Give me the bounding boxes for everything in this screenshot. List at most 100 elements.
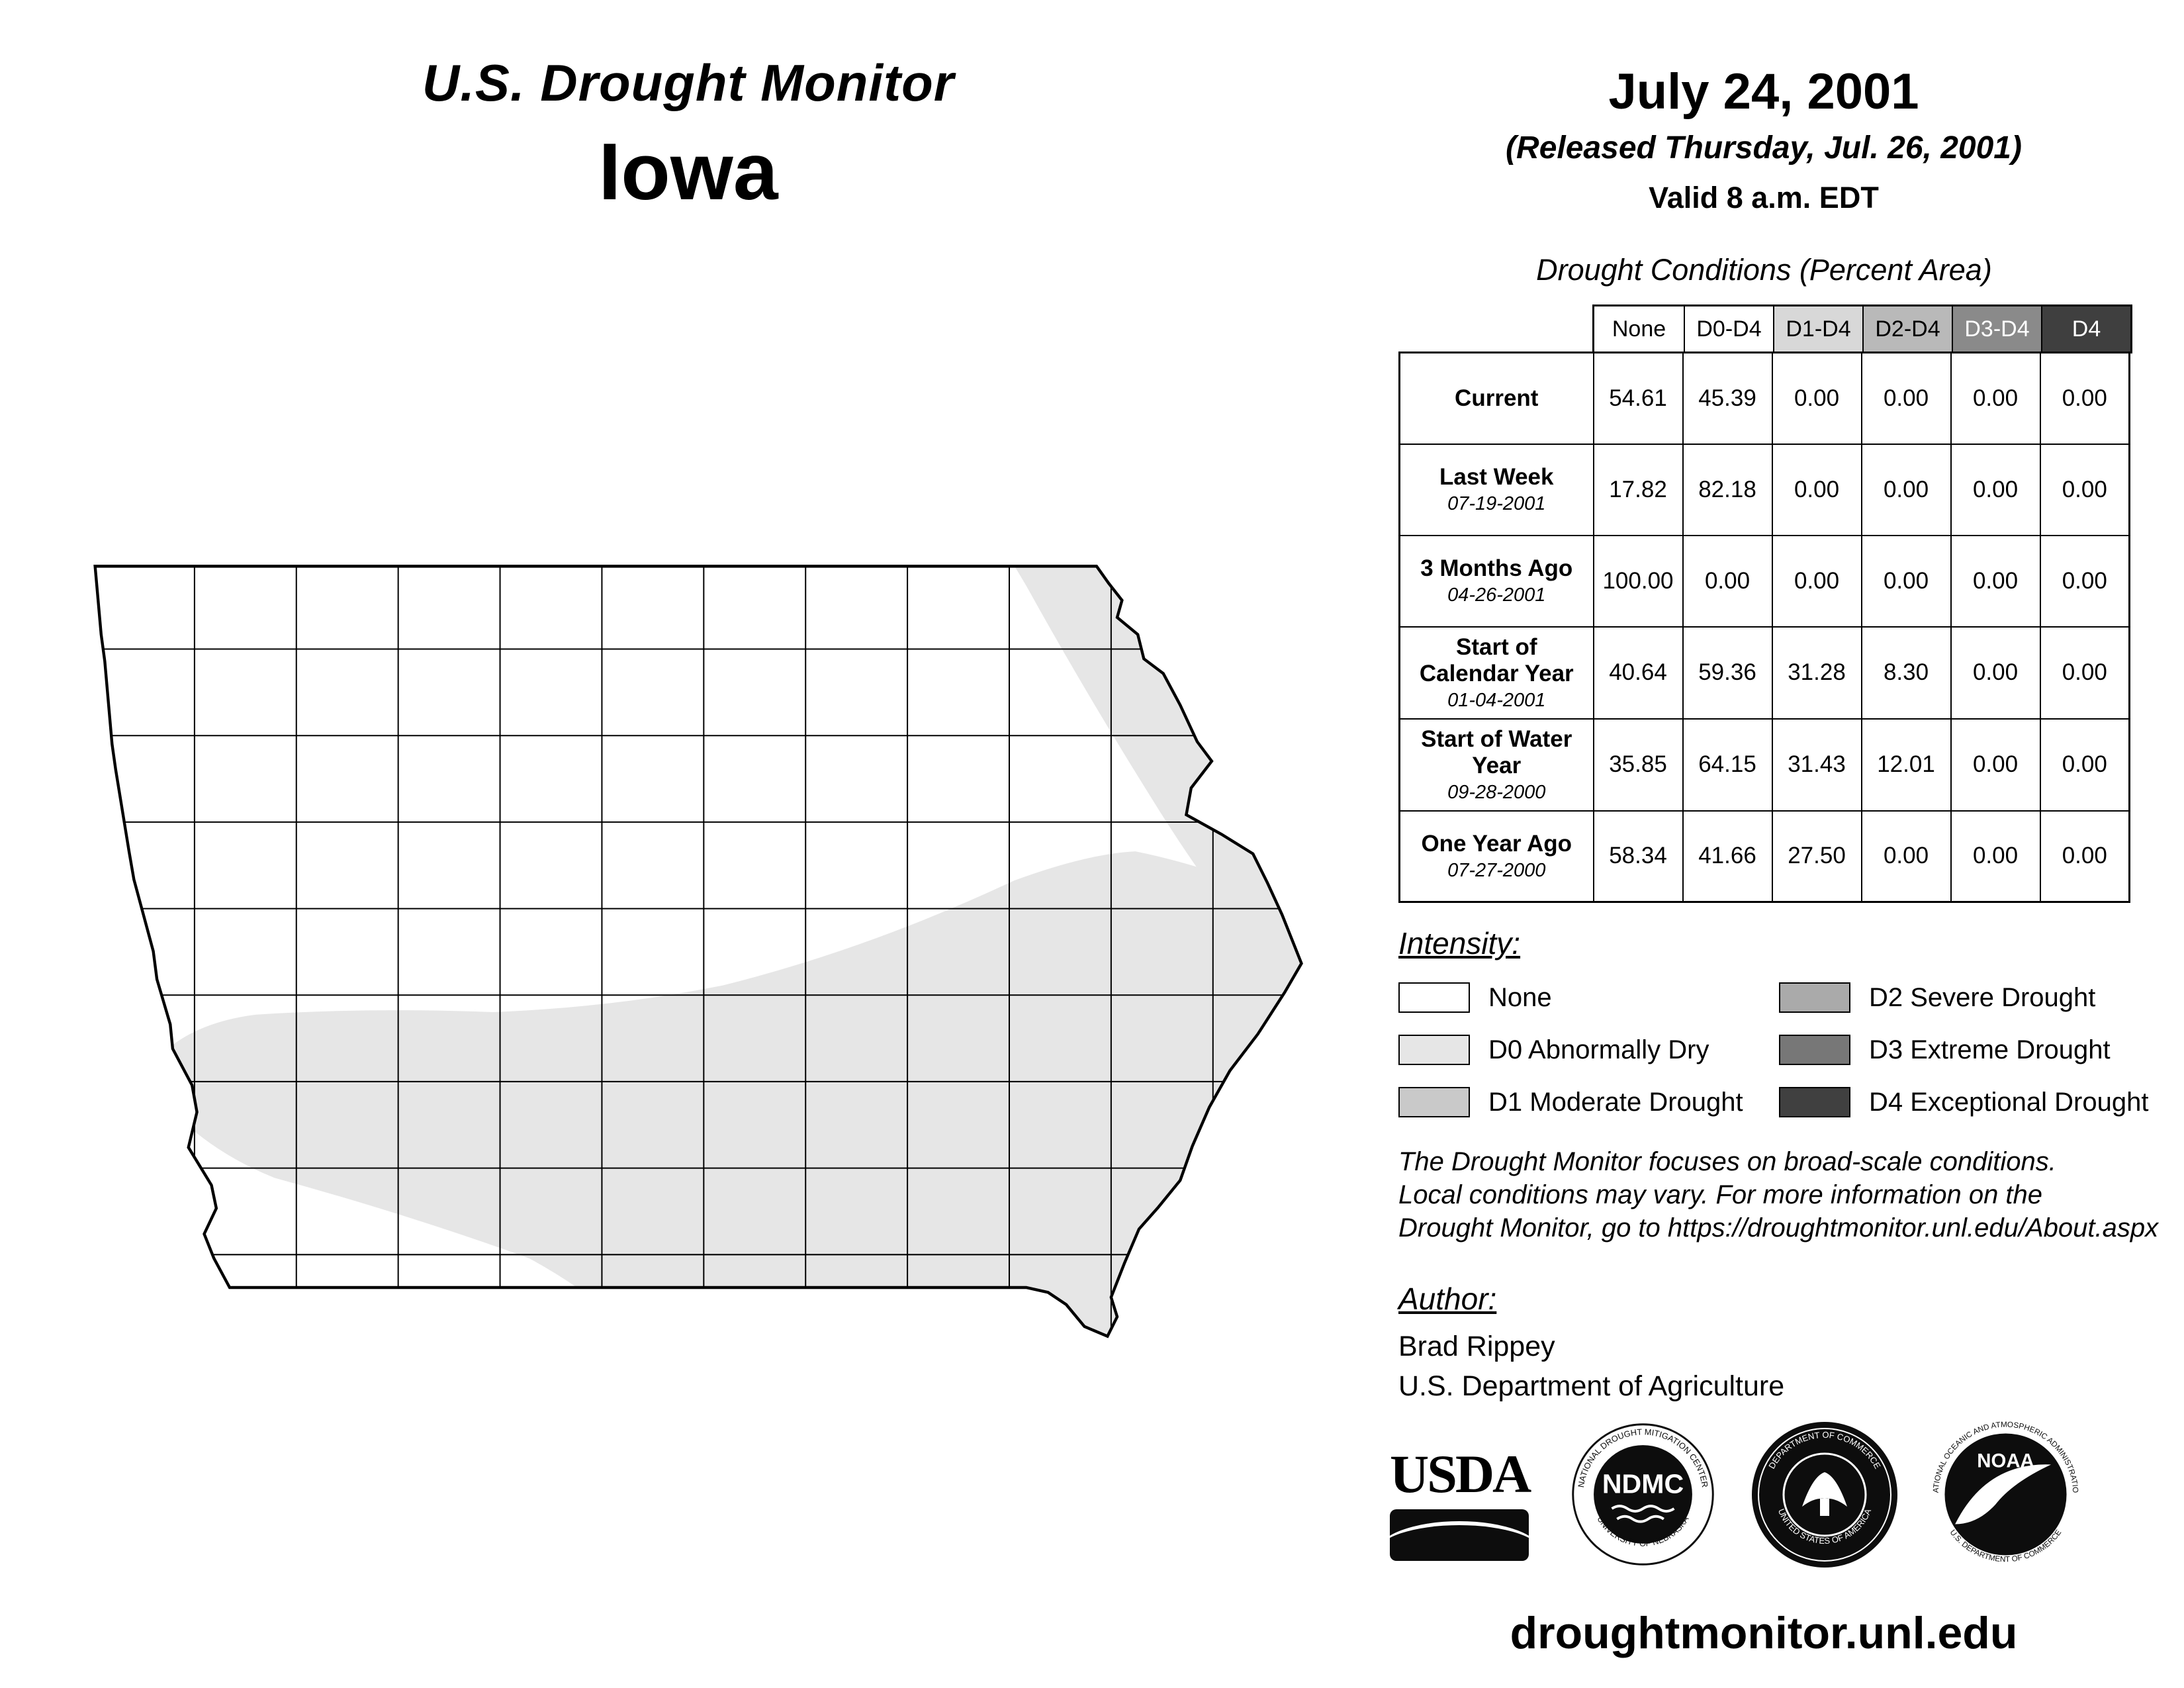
col-header-none: None: [1594, 306, 1684, 352]
legend-item-d2: D2 Severe Drought: [1779, 978, 2148, 1017]
noaa-gull-icon: [1955, 1464, 2052, 1524]
row-label: Start of Calendar Year 01-04-2001: [1398, 626, 1594, 720]
row-label: 3 Months Ago 04-26-2001: [1398, 534, 1594, 628]
table-row: Last Week 07-19-2001 17.82 82.18 0.00 0.…: [1398, 443, 2130, 536]
row-label-date: 01-04-2001: [1447, 689, 1546, 711]
cell-value: 58.34: [1592, 810, 1684, 903]
legend-label: D0 Abnormally Dry: [1488, 1035, 1709, 1064]
ndmc-wave-icon: [1611, 1505, 1675, 1513]
col-header-d1d4: D1-D4: [1773, 306, 1862, 352]
release-date: (Released Thursday, Jul. 26, 2001): [1506, 130, 2022, 165]
cell-value: 0.00: [1860, 810, 1952, 903]
legend-swatch-d0: [1398, 1035, 1470, 1065]
cell-value: 0.00: [1682, 534, 1773, 628]
disclaimer-line: Local conditions may vary. For more info…: [1398, 1180, 2043, 1209]
cell-value: 0.00: [1860, 534, 1952, 628]
legend-item-d0: D0 Abnormally Dry: [1398, 1031, 1743, 1069]
cell-value: 8.30: [1860, 626, 1952, 720]
table-row: One Year Ago 07-27-2000 58.34 41.66 27.5…: [1398, 810, 2130, 903]
commerce-shield-icon: [1820, 1499, 1829, 1516]
valid-time: Valid 8 a.m. EDT: [1649, 181, 1879, 214]
usda-logo: USDA: [1390, 1443, 1532, 1561]
footer-url: droughtmonitor.unl.edu: [1510, 1608, 2018, 1658]
cell-value: 0.00: [2039, 810, 2130, 903]
date-block: July 24, 2001 (Released Thursday, Jul. 2…: [1337, 63, 2184, 215]
cell-value: 0.00: [2039, 534, 2130, 628]
author-organization: U.S. Department of Agriculture: [1398, 1370, 1785, 1402]
cell-value: 45.39: [1682, 352, 1773, 445]
usda-logo-text: USDA: [1390, 1444, 1531, 1504]
cell-value: 0.00: [2039, 626, 2130, 720]
cell-value: 40.64: [1592, 626, 1684, 720]
ndmc-logo-text: NDMC: [1602, 1469, 1684, 1499]
legend-label: D4 Exceptional Drought: [1869, 1087, 2149, 1117]
cell-value: 27.50: [1771, 810, 1862, 903]
disclaimer-line: Drought Monitor, go to https://droughtmo…: [1398, 1213, 2159, 1243]
cell-value: 0.00: [1771, 443, 1862, 536]
row-label: Current: [1398, 352, 1594, 445]
legend-label: None: [1488, 982, 1552, 1012]
legend-swatch-none: [1398, 982, 1470, 1013]
cell-value: 41.66: [1682, 810, 1773, 903]
state-outline: [93, 565, 1303, 1338]
commerce-eagle-icon: [1802, 1472, 1847, 1507]
cell-value: 54.61: [1592, 352, 1684, 445]
iowa-drought-map: [93, 561, 1305, 1341]
row-label-date: 07-27-2000: [1447, 859, 1546, 881]
table-title: Drought Conditions (Percent Area): [1536, 253, 1992, 287]
title-block: U.S. Drought Monitor Iowa: [159, 53, 1218, 218]
cell-value: 35.85: [1592, 718, 1684, 812]
row-label-text: Start of Water Year: [1421, 726, 1572, 778]
cell-value: 0.00: [1860, 443, 1952, 536]
cell-value: 0.00: [1950, 352, 2041, 445]
cell-value: 0.00: [1771, 352, 1862, 445]
drought-table-header: None D0-D4 D1-D4 D2-D4 D3-D4 D4: [1592, 305, 2132, 353]
col-header-d3d4: D3-D4: [1952, 306, 2041, 352]
row-label-date: 09-28-2000: [1447, 781, 1546, 803]
cell-value: 0.00: [1860, 352, 1952, 445]
row-label-date: 07-19-2001: [1447, 493, 1546, 514]
legend-column-right: D2 Severe Drought D3 Extreme Drought D4 …: [1779, 978, 2148, 1135]
cell-value: 31.43: [1771, 718, 1862, 812]
legend-column-left: None D0 Abnormally Dry D1 Moderate Droug…: [1398, 978, 1743, 1135]
cell-value: 31.28: [1771, 626, 1862, 720]
d0-region-central: [143, 851, 1302, 1336]
cell-value: 82.18: [1682, 443, 1773, 536]
row-label-text: Last Week: [1439, 464, 1554, 490]
row-label: Last Week 07-19-2001: [1398, 443, 1594, 536]
legend-item-d1: D1 Moderate Drought: [1398, 1083, 1743, 1121]
cell-value: 0.00: [1771, 534, 1862, 628]
cell-value: 0.00: [1950, 534, 2041, 628]
cell-value: 0.00: [1950, 810, 2041, 903]
legend-swatch-d3: [1779, 1035, 1850, 1065]
disclaimer-line: The Drought Monitor focuses on broad-sca…: [1398, 1147, 2056, 1176]
map-date: July 24, 2001: [1608, 64, 1919, 120]
table-row: 3 Months Ago 04-26-2001 100.00 0.00 0.00…: [1398, 534, 2130, 628]
legend-item-d3: D3 Extreme Drought: [1779, 1031, 2148, 1069]
legend-swatch-d4: [1779, 1087, 1850, 1117]
legend-label: D1 Moderate Drought: [1488, 1087, 1743, 1117]
table-row: Start of Water Year 09-28-2000 35.85 64.…: [1398, 718, 2130, 812]
cell-value: 0.00: [2039, 352, 2130, 445]
col-header-d0d4: D0-D4: [1684, 306, 1773, 352]
col-header-d2d4: D2-D4: [1862, 306, 1952, 352]
cell-value: 12.01: [1860, 718, 1952, 812]
commerce-logo: DEPARTMENT OF COMMERCE UNITED STATES OF …: [1749, 1419, 1900, 1570]
usda-logo-swoosh: [1390, 1509, 1529, 1561]
cell-value: 0.00: [2039, 443, 2130, 536]
table-row: Current 54.61 45.39 0.00 0.00 0.00 0.00: [1398, 352, 2130, 445]
legend-item-d4: D4 Exceptional Drought: [1779, 1083, 2148, 1121]
row-label-text: 3 Months Ago: [1420, 555, 1573, 581]
cell-value: 0.00: [1950, 443, 2041, 536]
legend-swatch-d2: [1779, 982, 1850, 1013]
table-row: Start of Calendar Year 01-04-2001 40.64 …: [1398, 626, 2130, 720]
row-label: One Year Ago 07-27-2000: [1398, 810, 1594, 903]
drought-statistics-table: Current 54.61 45.39 0.00 0.00 0.00 0.00 …: [1398, 352, 2130, 903]
iowa-map-svg: [93, 565, 1303, 1338]
row-label: Start of Water Year 09-28-2000: [1398, 718, 1594, 812]
county-grid-lines: [95, 566, 1302, 1336]
cell-value: 0.00: [1950, 718, 2041, 812]
row-label-text: Current: [1455, 385, 1539, 411]
author-heading: Author:: [1398, 1282, 1497, 1316]
